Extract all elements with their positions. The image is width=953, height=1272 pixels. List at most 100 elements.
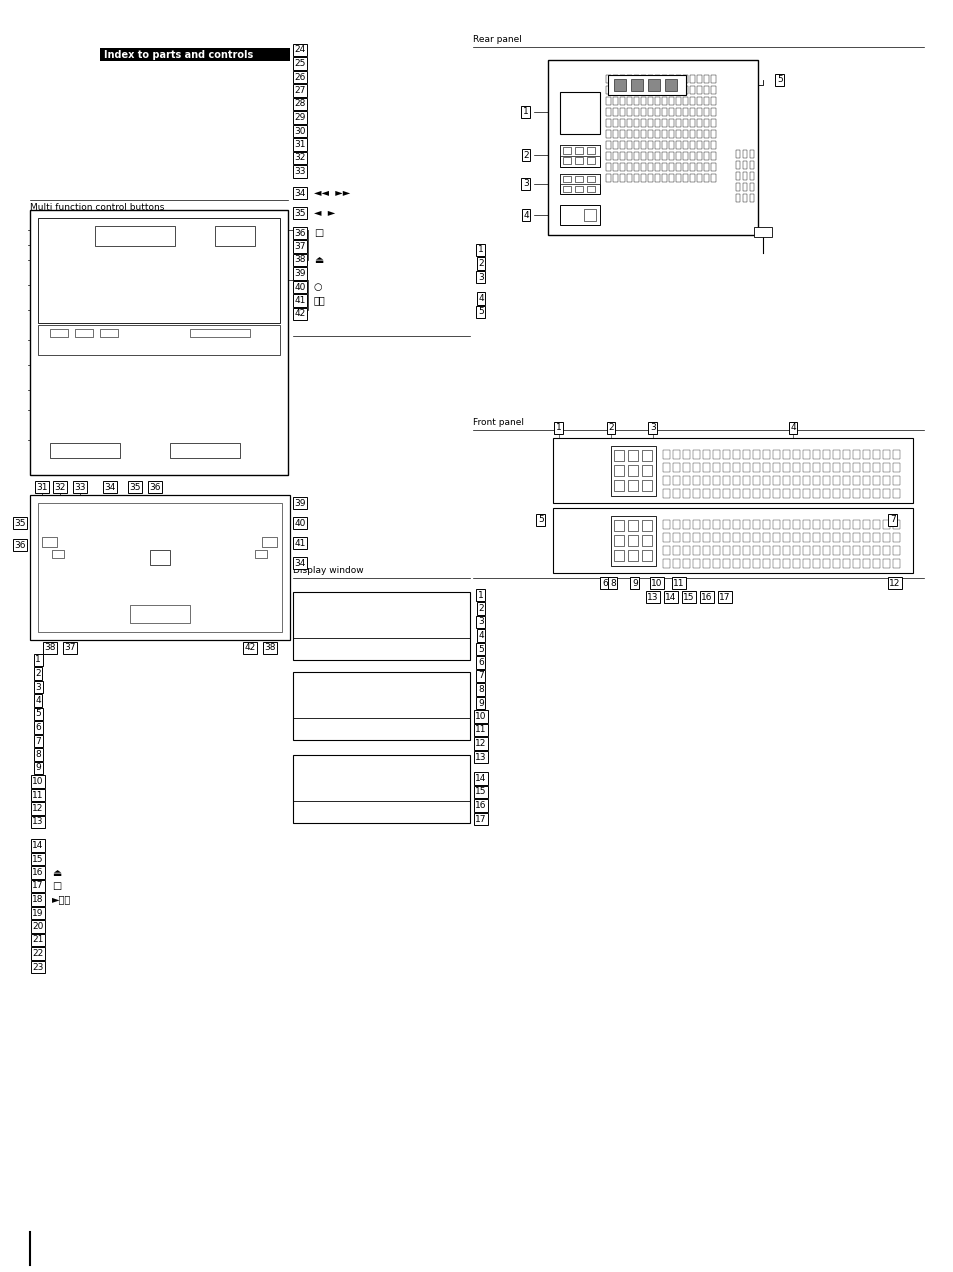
- Bar: [842, 476, 849, 485]
- Text: ○: ○: [314, 282, 322, 293]
- Bar: [772, 463, 780, 472]
- Bar: [661, 141, 666, 149]
- Text: 14: 14: [475, 773, 486, 784]
- Bar: [655, 174, 659, 182]
- Bar: [676, 120, 680, 127]
- Text: 2: 2: [477, 604, 483, 613]
- Bar: [676, 108, 680, 116]
- Bar: [710, 141, 716, 149]
- Bar: [647, 163, 652, 170]
- Bar: [812, 533, 820, 542]
- Bar: [627, 536, 638, 546]
- Bar: [640, 163, 645, 170]
- Bar: [613, 97, 618, 106]
- Bar: [676, 174, 680, 182]
- Bar: [822, 533, 829, 542]
- Bar: [822, 476, 829, 485]
- Bar: [742, 450, 749, 459]
- Bar: [712, 520, 720, 529]
- Bar: [30, 495, 290, 640]
- Bar: [692, 558, 700, 569]
- Bar: [772, 533, 780, 542]
- Text: 16: 16: [700, 593, 712, 602]
- Bar: [626, 141, 631, 149]
- Bar: [668, 163, 673, 170]
- Bar: [812, 546, 820, 555]
- Bar: [872, 546, 879, 555]
- Text: 9: 9: [477, 698, 483, 707]
- Bar: [655, 108, 659, 116]
- Polygon shape: [420, 724, 435, 734]
- Bar: [605, 174, 610, 182]
- Bar: [627, 520, 638, 530]
- Bar: [676, 130, 680, 137]
- Bar: [614, 520, 623, 530]
- Bar: [613, 141, 618, 149]
- Bar: [703, 97, 708, 106]
- Ellipse shape: [304, 772, 326, 782]
- Bar: [627, 466, 638, 476]
- Bar: [682, 163, 687, 170]
- Bar: [712, 533, 720, 542]
- Bar: [619, 75, 624, 83]
- Bar: [52, 550, 64, 558]
- Bar: [892, 520, 899, 529]
- Bar: [712, 476, 720, 485]
- Bar: [647, 141, 652, 149]
- Bar: [672, 533, 679, 542]
- Bar: [782, 520, 789, 529]
- Bar: [802, 520, 809, 529]
- Bar: [702, 546, 709, 555]
- Bar: [614, 466, 623, 476]
- Bar: [703, 174, 708, 182]
- Bar: [655, 120, 659, 127]
- Bar: [605, 108, 610, 116]
- Bar: [735, 195, 740, 202]
- Text: 28: 28: [294, 99, 305, 108]
- Text: 19: 19: [32, 908, 44, 917]
- Text: 35: 35: [294, 209, 305, 218]
- Bar: [130, 605, 190, 623]
- Bar: [842, 488, 849, 499]
- Bar: [676, 75, 680, 83]
- Bar: [703, 151, 708, 160]
- Bar: [862, 520, 869, 529]
- Bar: [682, 151, 687, 160]
- Text: 1: 1: [35, 655, 41, 664]
- Text: 11: 11: [32, 790, 44, 800]
- Bar: [647, 97, 652, 106]
- Bar: [862, 558, 869, 569]
- Text: 35: 35: [14, 519, 26, 528]
- Bar: [749, 150, 753, 158]
- Bar: [872, 488, 879, 499]
- Text: 38: 38: [294, 256, 305, 265]
- Bar: [862, 533, 869, 542]
- Bar: [710, 163, 716, 170]
- Bar: [735, 162, 740, 169]
- Bar: [75, 329, 92, 337]
- Bar: [710, 97, 716, 106]
- Bar: [682, 533, 689, 542]
- Bar: [842, 450, 849, 459]
- Bar: [697, 141, 701, 149]
- Bar: [742, 162, 746, 169]
- Bar: [613, 120, 618, 127]
- Text: 5: 5: [477, 308, 483, 317]
- Bar: [672, 450, 679, 459]
- Text: 2: 2: [522, 150, 528, 159]
- Bar: [661, 163, 666, 170]
- Bar: [792, 520, 800, 529]
- Bar: [605, 130, 610, 137]
- Bar: [627, 550, 638, 561]
- Text: 42: 42: [244, 644, 255, 653]
- Bar: [640, 141, 645, 149]
- Bar: [661, 97, 666, 106]
- Bar: [792, 558, 800, 569]
- Bar: [100, 329, 118, 337]
- Bar: [641, 480, 651, 491]
- Bar: [749, 172, 753, 181]
- Bar: [668, 130, 673, 137]
- Text: 13: 13: [475, 753, 486, 762]
- Bar: [634, 108, 639, 116]
- Text: 3: 3: [35, 683, 41, 692]
